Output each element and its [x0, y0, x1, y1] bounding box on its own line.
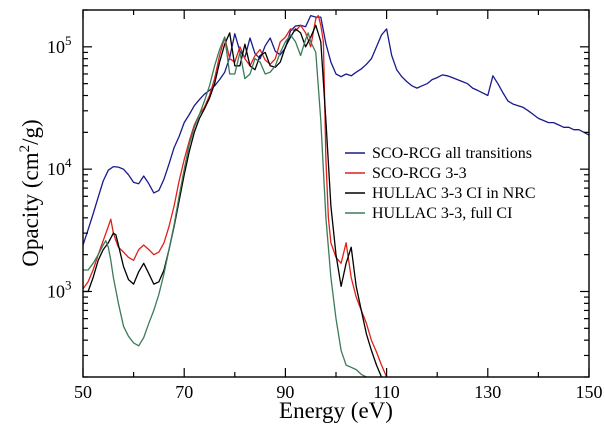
series-layer: [83, 14, 589, 377]
y-axis-ticks: 103 104 105: [47, 9, 589, 378]
series-line-4: [83, 32, 367, 377]
legend: SCO-RCG all transitions SCO-RCG 3-3 HULLAC…: [345, 145, 536, 222]
y-tick-label: 104: [47, 155, 72, 179]
x-axis-label: Energy (eV): [279, 398, 393, 423]
x-tick-label: 50: [74, 382, 92, 402]
x-tick-label: 70: [175, 382, 193, 402]
y-axis-label-main: Opacity (cm: [18, 152, 43, 266]
x-tick-label: 150: [576, 382, 603, 402]
series-line-1: [83, 14, 589, 246]
legend-label: SCO-RCG 3-3: [372, 165, 467, 182]
y-tick-label: 105: [47, 33, 72, 57]
y-axis-label-tail: /g): [18, 119, 43, 145]
x-tick-label: 110: [373, 382, 399, 402]
legend-label: HULLAC 3-3 CI in NRC: [372, 185, 536, 202]
legend-label: HULLAC 3-3, full CI: [372, 205, 512, 222]
series-line-3: [83, 24, 383, 377]
x-tick-label: 130: [474, 382, 501, 402]
y-axis-label: Opacity (cm2/g): [17, 119, 43, 266]
y-axis-label-sup: 2: [17, 145, 33, 153]
series-line-2: [83, 14, 388, 377]
x-tick-label: 90: [276, 382, 294, 402]
y-tick-label: 103: [47, 277, 72, 301]
legend-label: SCO-RCG all transitions: [372, 145, 532, 162]
x-axis-ticks: 50 70 90 110 130 150: [74, 10, 603, 402]
